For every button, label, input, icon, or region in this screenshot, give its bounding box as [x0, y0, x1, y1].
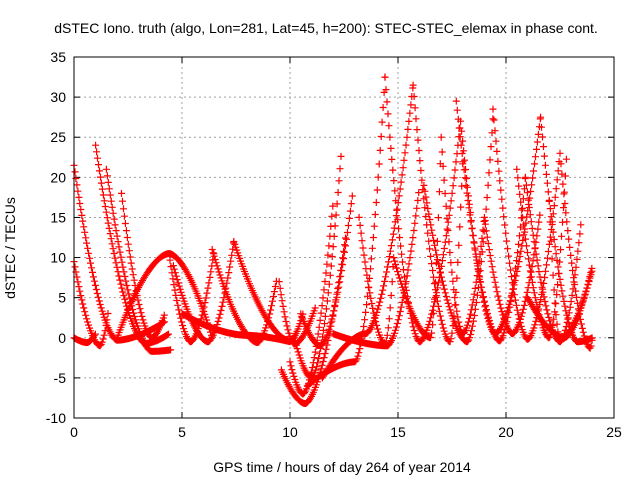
data-point-markers	[297, 192, 356, 350]
data-series-arc	[524, 264, 596, 342]
x-tick-label: 15	[390, 424, 406, 440]
data-series-arc	[355, 213, 397, 348]
x-tick-label: 10	[282, 424, 298, 440]
axis-ticks: 0 5 10 15 20 25 -10 -5 0 5 10 15 20 25 30 35	[46, 49, 622, 440]
data-series-arc	[329, 189, 423, 350]
data-series-arc	[169, 239, 238, 346]
data-series-arc	[480, 211, 544, 338]
y-tick-label: 15	[50, 209, 66, 225]
x-tick-label: 25	[606, 424, 622, 440]
x-tick-label: 20	[498, 424, 514, 440]
x-tick-label: 0	[70, 424, 78, 440]
data-point-markers	[355, 213, 397, 348]
data-point-markers	[329, 189, 423, 350]
x-tick-label: 5	[178, 424, 186, 440]
y-tick-label: 20	[50, 169, 66, 185]
y-tick-label: 5	[58, 290, 66, 306]
data-series-arc	[556, 149, 596, 352]
y-tick-label: -10	[46, 410, 66, 426]
data-series-arc	[409, 81, 467, 346]
data-point-markers	[102, 165, 175, 355]
data-point-markers	[556, 149, 596, 352]
y-tick-label: 35	[50, 49, 66, 65]
y-tick-label: 30	[50, 89, 66, 105]
data-point-markers	[178, 310, 294, 346]
data-point-markers	[480, 211, 544, 338]
data-series-arc	[537, 113, 596, 346]
data-point-markers	[457, 115, 544, 338]
data-point-markers	[537, 113, 596, 346]
data-series-arc	[390, 160, 444, 342]
data-series-arc	[297, 192, 356, 350]
data-point-markers	[524, 264, 596, 342]
y-axis-label: dSTEC / TECUs	[2, 197, 18, 299]
data-points	[70, 73, 596, 407]
data-point-markers	[437, 133, 488, 338]
y-tick-label: 0	[58, 330, 66, 346]
data-series-arc	[178, 310, 294, 346]
y-tick-label: 25	[50, 129, 66, 145]
y-tick-label: -5	[54, 370, 67, 386]
chart-title: dSTEC Iono. truth (algo, Lon=281, Lat=45…	[54, 20, 598, 36]
data-series-arc	[437, 133, 488, 338]
data-series-arc	[102, 165, 175, 355]
data-point-markers	[169, 239, 238, 346]
data-point-markers	[409, 81, 467, 346]
data-point-markers	[390, 160, 444, 342]
data-series-arc	[457, 115, 544, 338]
x-axis-label: GPS time / hours of day 264 of year 2014	[213, 459, 471, 475]
plot-frame	[73, 56, 615, 419]
y-tick-label: 10	[50, 250, 66, 266]
